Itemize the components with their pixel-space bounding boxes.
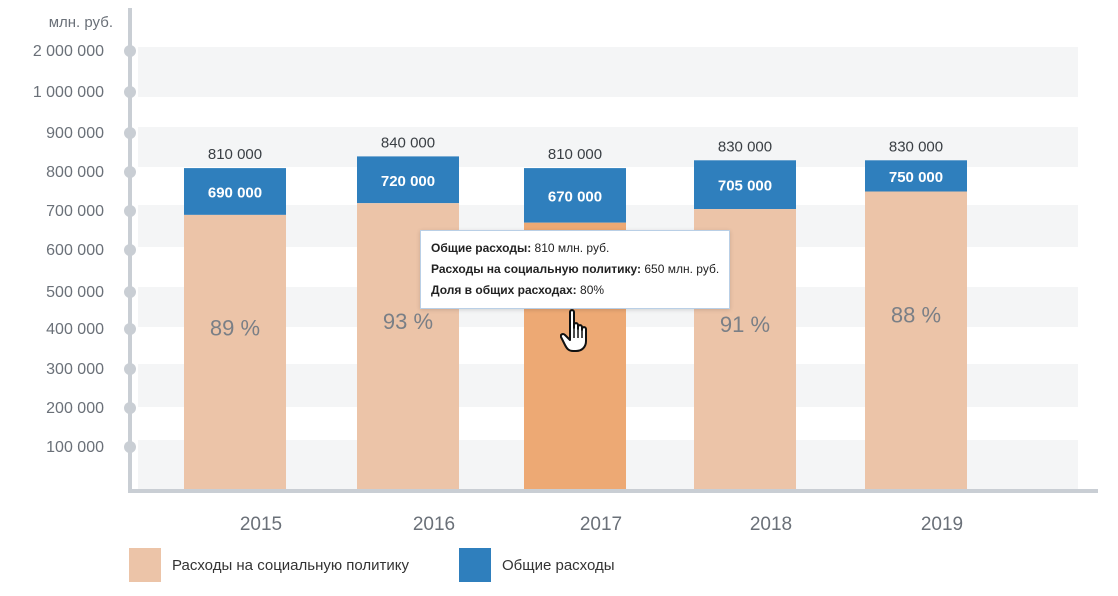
y-tick-dot (124, 402, 136, 414)
bar-social-value-label: 720 000 (381, 173, 435, 190)
x-tick-label: 2017 (580, 514, 622, 535)
tooltip-share-label: Доля в общих расходах: (431, 283, 577, 297)
y-tick-label: 400 000 (46, 321, 104, 338)
legend-swatch-total (459, 548, 491, 582)
x-tick-label: 2018 (750, 514, 792, 535)
bar-total-value-label: 810 000 (208, 146, 262, 163)
bar-total-value-label: 840 000 (381, 134, 435, 151)
bar-social (865, 191, 967, 489)
y-tick-label: 300 000 (46, 361, 104, 378)
y-tick-label: 600 000 (46, 242, 104, 259)
y-tick-label: 100 000 (46, 439, 104, 456)
bar-total-value-label: 830 000 (889, 138, 943, 155)
tooltip-total-value: 810 млн. руб. (534, 241, 610, 255)
x-tick-label: 2019 (921, 514, 963, 535)
tooltip: Общие расходы: 810 млн. руб. Расходы на … (420, 230, 730, 309)
y-tick-label: 900 000 (46, 125, 104, 142)
x-axis-labels: 2015 2016 2017 2018 2019 (240, 514, 963, 535)
y-axis-unit-label: млн. руб. (49, 14, 113, 31)
hand-pointer-icon (560, 309, 587, 352)
tooltip-total-row: Общие расходы: 810 млн. руб. (431, 238, 719, 259)
grid-band (138, 47, 1078, 97)
bar-share-label: 88 % (891, 302, 941, 327)
legend-item-social: Расходы на социальную политику (129, 548, 409, 582)
tooltip-social-label: Расходы на социальную политику: (431, 262, 642, 276)
bar-total (694, 160, 796, 210)
y-tick-dot (124, 286, 136, 298)
bar-total (865, 160, 967, 192)
y-tick-label: 2 000 000 (33, 43, 104, 60)
y-tick-dot (124, 244, 136, 256)
y-tick-label: 800 000 (46, 164, 104, 181)
bar-total (524, 168, 626, 223)
legend-item-total: Общие расходы (459, 548, 615, 582)
y-tick-label: 1 000 000 (33, 84, 104, 101)
bar-social-value-label: 690 000 (208, 185, 262, 202)
bar-share-label: 91 % (720, 312, 770, 337)
y-tick-dot (124, 45, 136, 57)
tooltip-share-row: Доля в общих расходах: 80% (431, 280, 719, 301)
y-tick-dot (124, 323, 136, 335)
legend-swatch-social (129, 548, 161, 582)
y-tick-dot (124, 363, 136, 375)
legend-label-social: Расходы на социальную политику (172, 556, 410, 574)
x-tick-label: 2016 (413, 514, 455, 535)
bar-share-label: 93 % (383, 309, 433, 334)
bar-social (184, 214, 286, 489)
y-tick-label: 500 000 (46, 284, 104, 301)
bar-total (184, 168, 286, 215)
tooltip-social-value: 650 млн. руб. (644, 262, 720, 276)
y-tick-dot (124, 205, 136, 217)
bar-total (357, 156, 459, 204)
legend-label-total: Общие расходы (502, 556, 615, 574)
y-tick-dot (124, 86, 136, 98)
bar-social-value-label: 750 000 (889, 169, 943, 186)
y-tick-label: 700 000 (46, 203, 104, 220)
y-tick-label: 200 000 (46, 400, 104, 417)
y-tick-dot (124, 127, 136, 139)
bar-social-value-label: 670 000 (548, 188, 602, 205)
tooltip-social-row: Расходы на социальную политику: 650 млн.… (431, 259, 719, 280)
y-tick-dot (124, 441, 136, 453)
tooltip-total-label: Общие расходы: (431, 241, 532, 255)
x-tick-label: 2015 (240, 514, 282, 535)
tooltip-share-value: 80% (580, 283, 605, 297)
y-axis: 100 000 200 000 300 000 400 000 500 000 600 0… (33, 8, 1098, 493)
bar-total-value-label: 810 000 (548, 146, 602, 163)
bar-total-value-label: 830 000 (718, 138, 772, 155)
bar-social-value-label: 705 000 (718, 178, 772, 195)
y-tick-dot (124, 166, 136, 178)
bar-share-label: 89 % (210, 316, 260, 341)
